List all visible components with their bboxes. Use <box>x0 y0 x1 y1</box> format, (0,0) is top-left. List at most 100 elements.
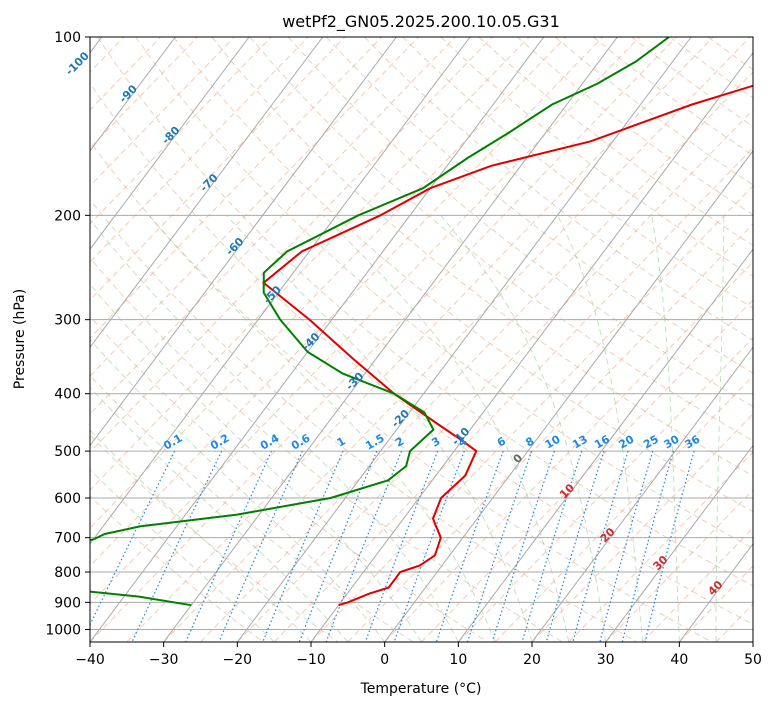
isotherm-label: 20 <box>598 525 618 545</box>
dry-adiabat <box>90 257 563 642</box>
x-tick-label: 40 <box>670 652 688 668</box>
mixing-ratio-line <box>298 450 378 642</box>
y-tick-label: 700 <box>54 531 81 547</box>
dry-adiabat <box>90 83 753 625</box>
saturation-guide <box>90 37 198 149</box>
isotherm-line <box>605 444 753 642</box>
isotherm-label: -40 <box>299 330 322 353</box>
isotherm-line <box>90 37 545 642</box>
saturation-guide <box>568 451 753 642</box>
saturation-guide <box>200 71 753 642</box>
x-tick-label: −40 <box>75 652 105 668</box>
mixing-ratio-line <box>599 450 654 642</box>
mixing-ratio-label: 10 <box>543 432 563 451</box>
mixing-ratio-label: 25 <box>641 433 661 452</box>
saturation-guide <box>605 489 753 642</box>
x-tick-label: 20 <box>523 652 541 668</box>
isotherm-line <box>752 641 753 642</box>
isotherm-line <box>90 37 324 349</box>
isotherm-label: -70 <box>197 171 220 194</box>
temperature-profile-line <box>262 84 753 607</box>
saturation-guide <box>715 603 753 642</box>
y-tick-label: 300 <box>54 313 81 329</box>
mixing-ratio-line <box>491 450 555 642</box>
mixing-ratio-label: 2 <box>393 435 406 450</box>
mixing-ratio-line <box>545 450 605 642</box>
y-tick-label: 100 <box>54 30 81 46</box>
dry-adiabat <box>90 315 488 642</box>
saturation-guide <box>90 37 677 642</box>
mixing-ratio-label: 20 <box>616 432 636 451</box>
saturation-guide <box>310 185 753 642</box>
isotherm-line <box>90 37 397 447</box>
y-axis-label: Pressure (hPa) <box>12 289 28 389</box>
moist-adiabat <box>148 214 496 642</box>
y-tick-label: 900 <box>54 595 81 611</box>
isotherm-line <box>678 542 753 642</box>
mixing-ratio-line <box>435 450 504 642</box>
mixing-ratio-label: 3 <box>429 435 442 450</box>
moist-adiabat <box>90 283 422 642</box>
saturation-guide <box>384 261 753 642</box>
dry-adiabat <box>440 37 753 278</box>
saturation-guide <box>642 527 753 642</box>
y-tick-label: 400 <box>54 387 81 403</box>
saturation-guide <box>678 565 753 642</box>
moist-adiabat <box>90 468 275 642</box>
mixing-ratio-label: 13 <box>570 433 590 452</box>
dry-adiabat <box>287 37 753 408</box>
mixing-ratio-label: 1 <box>335 435 348 450</box>
mixing-ratio-line <box>131 450 223 642</box>
isotherm-line <box>310 51 753 642</box>
saturation-guide <box>90 37 419 377</box>
x-tick-label: 0 <box>380 652 389 668</box>
dewpoint-profile-line <box>90 37 670 607</box>
mixing-ratio-label: 0.4 <box>258 431 282 452</box>
isotherm-line <box>90 37 176 152</box>
chart-title: wetPf2_GN05.2025.200.10.05.G31 <box>282 12 560 32</box>
mixing-ratio-line <box>644 450 695 642</box>
saturation-guide <box>421 299 753 642</box>
mixing-ratio-line <box>621 450 674 642</box>
y-tick-label: 1000 <box>45 622 81 638</box>
mixing-ratio-line <box>393 450 465 642</box>
saturation-guide <box>90 37 493 453</box>
x-tick-label: −20 <box>223 652 253 668</box>
y-tick-label: 600 <box>54 491 81 507</box>
mixing-ratio-line <box>466 450 533 642</box>
saturation-guide <box>90 37 309 263</box>
dry-adiabat <box>90 434 339 642</box>
isotherm-line <box>90 37 250 250</box>
mixing-ratio-label: 36 <box>682 432 702 451</box>
saturation-guide <box>90 37 640 605</box>
moist-adiabat <box>651 215 680 642</box>
isotherm-line <box>457 248 753 642</box>
saturation-guide <box>531 413 753 642</box>
dry-adiabat <box>554 37 753 186</box>
isotherm-label: -30 <box>343 370 366 393</box>
mixing-ratio-line <box>572 450 629 642</box>
mixing-ratio-line <box>262 450 344 642</box>
grid-layer <box>90 37 753 642</box>
y-tick-label: 800 <box>54 565 81 581</box>
mixing-ratio-line <box>364 450 439 642</box>
mixing-ratio-line <box>325 450 403 642</box>
mixing-ratio-line <box>90 450 176 627</box>
isotherm-line <box>163 37 618 642</box>
x-tick-label: 50 <box>744 652 762 668</box>
x-tick-label: 30 <box>597 652 615 668</box>
isotherm-line <box>236 37 692 642</box>
saturation-guide <box>90 37 604 567</box>
y-tick-label: 500 <box>54 444 81 460</box>
saturation-guide <box>90 37 456 415</box>
saturation-guide <box>273 147 753 642</box>
dry-adiabat <box>325 37 753 374</box>
mixing-ratio-label: 1.5 <box>363 432 386 453</box>
y-axis-ticks: 100 200 300 400 500 600 700 800 900 1000 <box>45 30 90 638</box>
dry-adiabat <box>90 140 712 642</box>
saturation-guide <box>90 37 383 339</box>
saturation-guide <box>457 337 753 642</box>
dry-adiabat <box>90 495 264 642</box>
y-tick-label: 200 <box>54 208 81 224</box>
